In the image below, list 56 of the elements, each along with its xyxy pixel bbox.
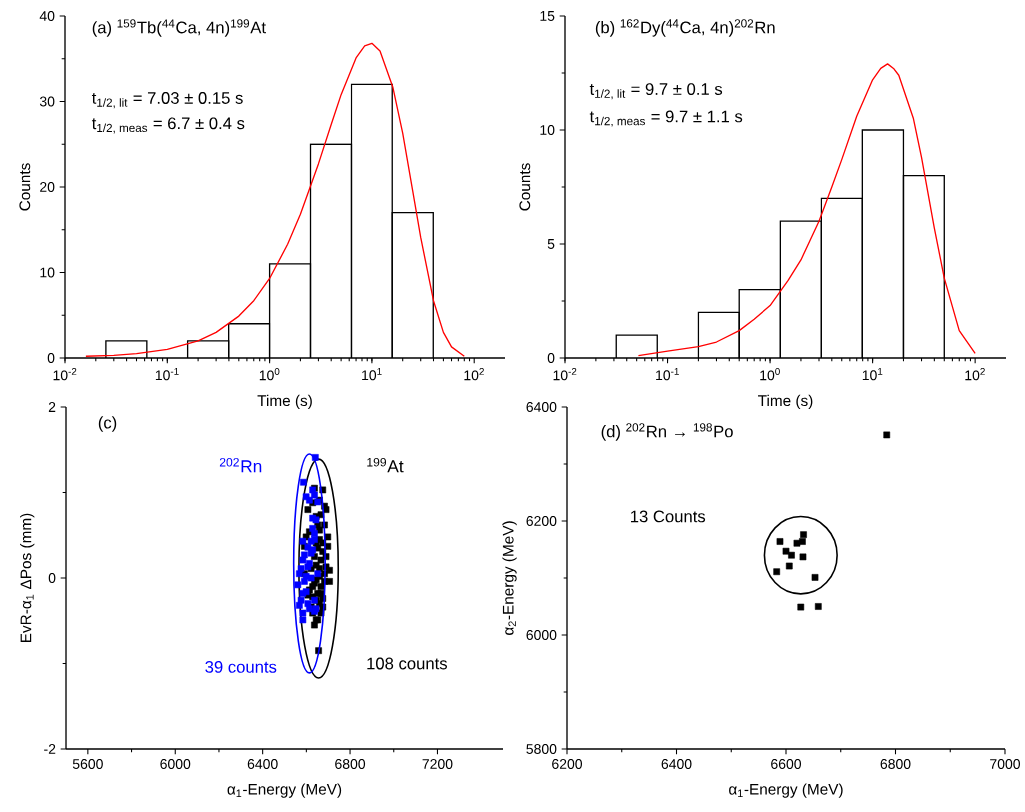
x-tick-label: 6400: [661, 759, 692, 769]
annotation: 39 counts: [205, 661, 277, 673]
y-tick-label: -2: [44, 744, 56, 754]
annotation: (b) $^{162}$Dy($^{44}$Ca, 4n)$^{202}$Rn: [595, 19, 775, 37]
x-tick-label: 10$^{-2}$: [553, 368, 577, 381]
x-tick-label: 7200: [422, 759, 453, 769]
annotation: t$_{1/2, lit}$ = 7.03 ± 0.15 s: [91, 92, 243, 109]
x-tick-label: 5600: [72, 759, 103, 769]
annotation: t$_{1/2, lit}$ = 9.7 ± 0.1 s: [589, 83, 723, 100]
annotation: t$_{1/2, meas}$ = 9.7 ± 1.1 s: [589, 110, 743, 127]
annotation: (d) $^{202}$Rn → $^{198}$Po: [601, 423, 733, 441]
y-tick-label: 10: [540, 125, 555, 135]
y-tick-label: 5800: [526, 744, 557, 754]
y-tick-label: 15: [540, 11, 555, 21]
y-tick-label: 0: [547, 353, 555, 363]
x-tick-label: 6600: [771, 759, 802, 769]
y-tick-label: 0: [47, 353, 55, 363]
x-tick-label: 6400: [247, 759, 278, 769]
y-tick-label: 40: [39, 11, 55, 21]
annotation: t$_{1/2, meas}$ = 6.7 ± 0.4 s: [91, 117, 245, 134]
x-axis-title: α$_{1}$-Energy (MeV): [227, 783, 342, 798]
y-axis-title: EvR-α$_{1}$ ΔPos (mm): [20, 513, 35, 642]
y-tick-label: 6000: [526, 630, 557, 640]
annotation: 13 Counts: [631, 510, 706, 523]
text: $^{199}$At: [367, 457, 404, 473]
y-axis-title: Counts: [19, 163, 31, 211]
annotation: (c): [98, 416, 117, 432]
y-tick-label: 6400: [526, 402, 557, 412]
x-tick-label: 10$^{0}$: [760, 368, 780, 381]
y-tick-label: 20: [40, 182, 55, 192]
y-tick-label: 6200: [526, 516, 557, 526]
y-axis-title: α$_{2}$-Energy (MeV): [502, 521, 517, 635]
x-tick-label: 6000: [160, 759, 191, 769]
annotation: 108 counts: [367, 657, 448, 670]
y-tick-label: 2: [48, 402, 56, 412]
x-tick-label: 6800: [335, 759, 366, 769]
x-tick-label: 10$^{2}$: [965, 368, 985, 381]
x-tick-label: 10$^{-1}$: [656, 368, 679, 381]
annotation: (a) $^{159}$Tb($^{44}$Ca, 4n)$^{199}$At: [92, 19, 266, 37]
x-tick-label: 10$^{-2}$: [53, 368, 77, 381]
y-tick-label: 30: [39, 96, 55, 107]
x-tick-label: 10$^{-1}$: [155, 368, 179, 381]
x-axis-title: Time (s): [257, 394, 312, 410]
y-axis-title: Counts: [519, 163, 531, 211]
y-tick-label: 5: [547, 239, 555, 249]
x-tick-label: 6800: [880, 759, 911, 769]
x-tick-label: 10$^{1}$: [362, 368, 382, 381]
x-axis-title: Time (s): [758, 394, 813, 410]
x-tick-label: 10$^{2}$: [464, 368, 484, 381]
y-tick-label: 10: [40, 267, 55, 278]
x-tick-label: 7000: [990, 759, 1021, 769]
x-axis-title: α$_{1}$-Energy (MeV): [729, 783, 843, 798]
text: $^{202}$Rn: [219, 457, 262, 473]
x-tick-label: 10$^{0}$: [259, 368, 280, 381]
y-tick-label: 0: [48, 573, 56, 583]
x-tick-label: 10$^{1}$: [862, 368, 883, 381]
